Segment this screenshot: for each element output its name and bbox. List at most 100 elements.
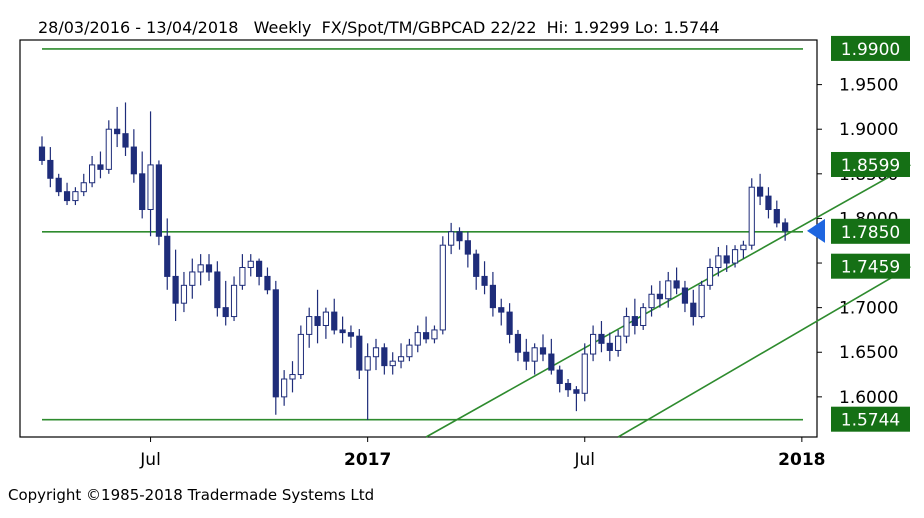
candle-down <box>473 253 480 277</box>
candle-down <box>139 173 146 211</box>
y-tick-label: 1.6500 <box>839 343 898 363</box>
candle-down <box>631 316 638 326</box>
x-axis: Jul 2017 Jul 2018 <box>139 437 826 470</box>
candle-down <box>356 335 363 371</box>
candle-up <box>147 164 154 211</box>
candle-down <box>523 351 530 362</box>
candle-up <box>72 191 79 202</box>
price-badge-label: 1.8599 <box>841 156 900 176</box>
candle-up <box>364 356 371 371</box>
candle-up <box>189 271 196 286</box>
candle-down <box>765 195 772 211</box>
last-price-arrow <box>807 218 825 243</box>
candle-up <box>731 249 739 264</box>
candle-up <box>105 128 112 170</box>
candle-up <box>665 280 672 300</box>
candle-up <box>439 244 446 331</box>
candle-down <box>489 284 496 309</box>
candle-up <box>89 164 96 184</box>
candle-down <box>673 280 680 289</box>
candle-down <box>481 275 488 286</box>
candle-up <box>715 255 722 268</box>
plot-frame <box>19 39 818 438</box>
candle-down <box>723 255 730 264</box>
x-tick-label: 2018 <box>778 450 825 470</box>
candle-up <box>706 266 714 286</box>
price-badge-label: 1.7459 <box>841 258 900 278</box>
candle-down <box>222 307 229 318</box>
candle-down <box>606 342 613 351</box>
x-tick-label: Jul <box>573 450 595 470</box>
x-tick-label: Jul <box>139 450 161 470</box>
horizontal-levels <box>42 48 803 421</box>
candle-down <box>548 353 555 371</box>
candle-down <box>331 311 338 331</box>
candle-down <box>55 177 62 193</box>
candle-down <box>314 316 321 326</box>
candle-up <box>748 186 755 246</box>
candle-up <box>640 307 647 326</box>
candle-up <box>281 378 288 398</box>
candle-up <box>590 333 597 355</box>
candle-down <box>773 209 780 224</box>
candle-up <box>648 293 655 309</box>
candle-down <box>339 329 346 334</box>
candle-up <box>247 260 254 268</box>
candle-up <box>448 231 455 246</box>
price-badge <box>831 253 910 279</box>
price-badge <box>831 35 910 61</box>
channel-line <box>617 266 911 438</box>
candle-down <box>573 389 580 394</box>
y-tick-label: 1.6000 <box>839 388 898 408</box>
candle-down <box>564 382 572 391</box>
candle-down <box>381 347 388 367</box>
candle-up <box>623 316 630 337</box>
candle-down <box>464 240 471 255</box>
copyright-notice: Copyright ©1985-2018 Tradermade Systems … <box>8 486 375 504</box>
candle-down <box>757 186 764 197</box>
candle-down <box>681 287 689 304</box>
candle-up <box>406 344 413 358</box>
candle-down <box>256 260 263 277</box>
y-tick-label: 1.9500 <box>839 76 898 96</box>
candle-up <box>389 360 396 367</box>
candle-down <box>556 369 563 384</box>
candle-up <box>581 353 588 394</box>
candle-down <box>164 235 171 277</box>
candle-down <box>498 307 505 313</box>
x-tick-label: 2017 <box>344 450 391 470</box>
candle-down <box>272 289 279 398</box>
candle-up <box>297 333 304 376</box>
candle-down <box>122 133 129 148</box>
last-price-marker <box>807 218 825 243</box>
candle-down <box>782 222 789 232</box>
price-badge-label: 1.7850 <box>841 223 900 243</box>
candle-up <box>289 374 296 380</box>
candle-up <box>397 356 405 362</box>
candle-up <box>414 332 421 346</box>
candle-down <box>63 191 71 202</box>
candles <box>38 102 789 421</box>
candle-up <box>306 316 313 335</box>
candle-down <box>264 275 271 291</box>
candle-up <box>180 284 188 304</box>
price-badge-label: 1.5744 <box>841 411 900 431</box>
candle-up <box>372 347 380 358</box>
candle-down <box>690 302 697 318</box>
candle-down <box>506 311 513 335</box>
candle-up <box>80 182 87 193</box>
candle-down <box>656 293 663 300</box>
candle-down <box>423 332 430 340</box>
candle-up <box>531 347 538 362</box>
y-tick-label: 1.9000 <box>839 120 898 140</box>
candle-down <box>205 264 213 273</box>
price-badge-label: 1.9900 <box>841 40 900 60</box>
candle-down <box>347 332 355 337</box>
y-tick-label: 1.7000 <box>839 299 898 319</box>
candle-down <box>47 159 54 179</box>
price-badge <box>831 151 910 177</box>
candle-up <box>197 264 204 273</box>
candle-up <box>322 311 329 326</box>
candle-down <box>130 146 137 175</box>
